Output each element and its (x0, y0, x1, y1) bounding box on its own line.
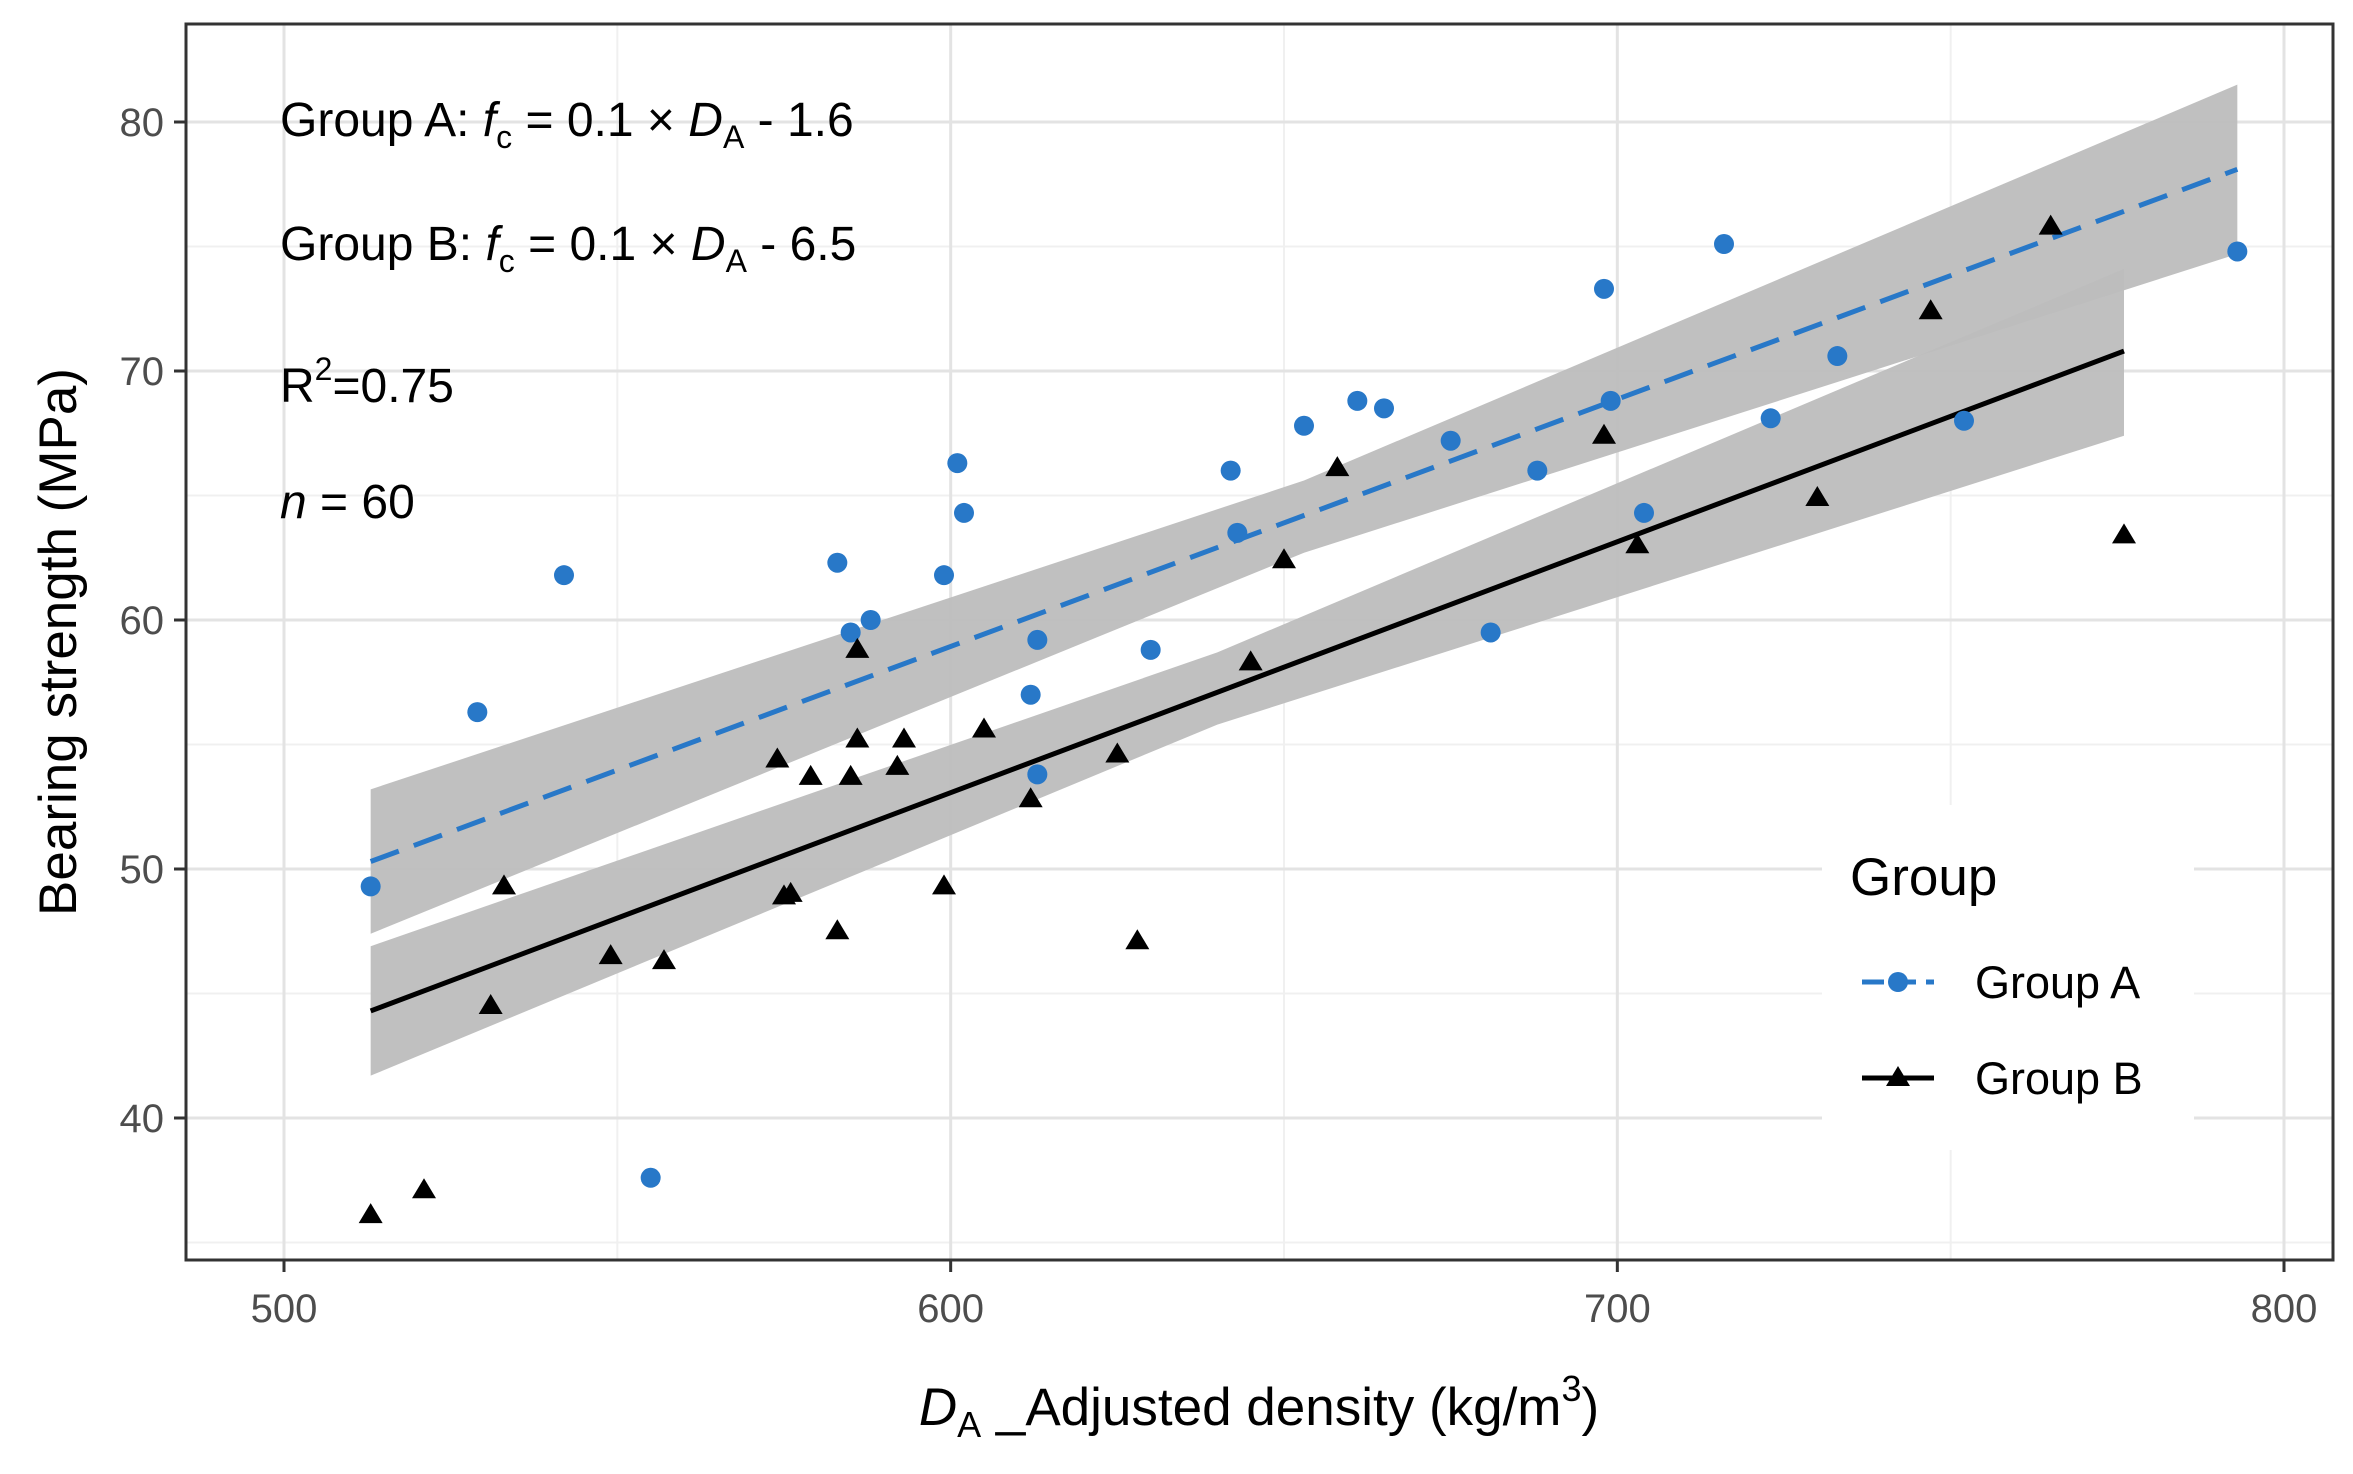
data-point-group-a (1027, 629, 1048, 650)
data-point-group-b (412, 1178, 436, 1199)
data-point-group-b (1018, 787, 1043, 808)
data-point-group-a (1374, 398, 1394, 419)
data-point-group-b (478, 993, 503, 1014)
data-point-group-b (1625, 533, 1650, 554)
data-point-group-a (1634, 502, 1654, 523)
equation-group-a: Group A: fc = 0.1 × DA - 1.6 (280, 94, 854, 155)
data-point-group-b (652, 949, 676, 970)
data-point-group-b (598, 944, 623, 965)
data-point-group-a (1954, 410, 1974, 431)
data-point-group-a (1347, 390, 1368, 411)
legend-entry-group-a: Group A (1862, 957, 2140, 1008)
data-point-group-b (845, 637, 870, 658)
data-point-group-b (838, 764, 863, 785)
data-point-group-a (1594, 278, 1614, 299)
x-tick-label: 800 (2251, 1287, 2318, 1331)
data-point-group-b (845, 727, 870, 748)
data-point-group-b (798, 764, 823, 785)
data-point-group-a (1827, 346, 1848, 367)
data-point-group-a (1294, 415, 1314, 436)
data-point-group-a (467, 702, 488, 723)
data-point-group-a (360, 876, 381, 897)
confidence-bands (370, 84, 2238, 1076)
data-point-group-b (885, 754, 910, 775)
axis-ticks: 500 600 700 800 40 50 60 70 80 (120, 101, 2318, 1331)
data-point-group-b (1238, 650, 1263, 671)
data-point-group-b (2038, 214, 2063, 235)
data-point-group-a (934, 565, 954, 586)
data-point-group-b (1272, 548, 1296, 569)
r-squared-label: R2=0.75 (280, 351, 454, 413)
data-point-group-a (1140, 639, 1161, 660)
sample-size-label: n = 60 (280, 476, 415, 529)
x-axis-title: DA _Adjusted density (kg/m3) (919, 1368, 1599, 1445)
legend-title: Group (1850, 848, 1997, 907)
legend-entry-group-b: Group B (1862, 1053, 2143, 1104)
data-point-group-b (1592, 423, 1616, 444)
data-point-group-b (778, 881, 803, 902)
fit-line-group-b (369, 348, 2125, 1014)
data-point-group-b (1105, 742, 1130, 763)
data-point-group-b (972, 717, 996, 738)
data-point-group-a (2227, 241, 2248, 262)
data-point-group-b (932, 874, 956, 895)
data-point-group-b (1325, 456, 1350, 477)
legend-label-group-b: Group B (1975, 1053, 2143, 1104)
data-point-group-a (1220, 460, 1241, 481)
x-tick-label: 500 (251, 1287, 318, 1331)
data-point-group-a (827, 552, 848, 573)
data-point-group-a (947, 453, 968, 474)
data-point-group-a (1760, 408, 1781, 429)
data-points (358, 214, 2248, 1224)
data-point-group-a (860, 610, 881, 630)
confidence-band-group-b (370, 268, 2125, 1076)
y-tick-label: 50 (120, 848, 165, 892)
data-point-group-a (1600, 390, 1621, 411)
legend-background (1822, 805, 2194, 1150)
data-point-group-a (1527, 460, 1548, 481)
legend-label-group-a: Group A (1975, 957, 2140, 1008)
data-point-group-b (1805, 485, 1830, 506)
legend: Group Group A Group B (1822, 805, 2194, 1150)
data-point-group-a (1027, 764, 1048, 785)
y-tick-label: 40 (120, 1097, 165, 1141)
data-point-group-a (554, 565, 574, 586)
data-point-group-b (765, 747, 790, 768)
data-point-group-b (825, 919, 850, 940)
data-point-group-b (2112, 523, 2136, 544)
data-point-group-a (1227, 522, 1248, 543)
equation-group-b: Group B: fc = 0.1 × DA - 6.5 (280, 218, 856, 279)
data-point-group-a (954, 502, 974, 523)
y-tick-label: 60 (120, 599, 165, 643)
y-tick-label: 70 (120, 350, 165, 394)
plot-border (184, 22, 2335, 1262)
data-point-group-a (840, 622, 861, 643)
x-tick-label: 700 (1584, 1287, 1651, 1331)
data-point-group-a (1440, 430, 1461, 451)
data-point-group-a (640, 1167, 661, 1188)
confidence-band-group-a (370, 84, 2238, 934)
legend-marker-group-b (1886, 1066, 1910, 1086)
fit-line-group-a (369, 166, 2239, 864)
data-point-group-a (1020, 684, 1041, 705)
y-tick-label: 80 (120, 101, 165, 145)
data-point-group-b (492, 874, 516, 895)
y-axis-title: Bearing strength (MPa) (29, 368, 88, 916)
fit-lines (369, 166, 2239, 1014)
data-point-group-b (1918, 299, 1943, 320)
legend-marker-group-a (1888, 972, 1908, 992)
data-point-group-a (1480, 622, 1501, 643)
data-point-group-a (1714, 234, 1734, 255)
x-tick-label: 600 (917, 1287, 984, 1331)
data-point-group-b (358, 1203, 383, 1224)
data-point-group-b (1125, 929, 1150, 950)
data-point-group-b (892, 727, 916, 748)
